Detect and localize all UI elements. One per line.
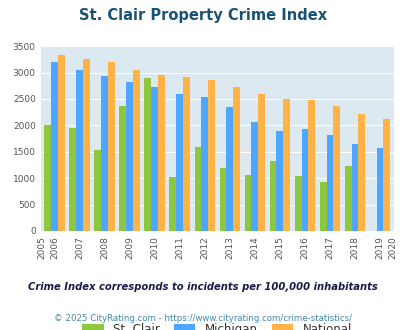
Bar [344,166,351,231]
Bar [232,87,239,231]
Bar [83,59,90,231]
Bar [207,80,214,231]
Bar [119,106,126,231]
Bar [301,129,307,231]
Bar [244,175,251,231]
Bar [183,77,189,231]
Bar [283,99,289,231]
Bar [151,87,158,231]
Bar [69,128,76,231]
Bar [219,168,226,231]
Bar [169,177,176,231]
Bar [226,108,232,231]
Bar [132,71,139,231]
Bar [126,82,132,231]
Bar [251,122,258,231]
Text: St. Clair Property Crime Index: St. Clair Property Crime Index [79,8,326,23]
Bar [158,75,164,231]
Bar [76,70,83,231]
Bar [358,114,364,231]
Bar [201,97,207,231]
Bar [258,94,264,231]
Bar [194,147,201,231]
Bar [58,55,64,231]
Bar [382,119,389,231]
Bar [294,176,301,231]
Bar [376,148,382,231]
Bar [307,100,314,231]
Bar [101,76,108,231]
Bar [269,161,276,231]
Bar [276,131,283,231]
Bar [44,125,51,231]
Bar [319,182,326,231]
Legend: St. Clair, Michigan, National: St. Clair, Michigan, National [77,318,356,330]
Bar [351,145,358,231]
Text: Crime Index corresponds to incidents per 100,000 inhabitants: Crime Index corresponds to incidents per… [28,282,377,292]
Bar [326,135,333,231]
Bar [144,78,151,231]
Bar [94,150,101,231]
Bar [108,62,114,231]
Bar [176,94,183,231]
Bar [51,62,58,231]
Bar [333,106,339,231]
Text: © 2025 CityRating.com - https://www.cityrating.com/crime-statistics/: © 2025 CityRating.com - https://www.city… [54,314,351,323]
